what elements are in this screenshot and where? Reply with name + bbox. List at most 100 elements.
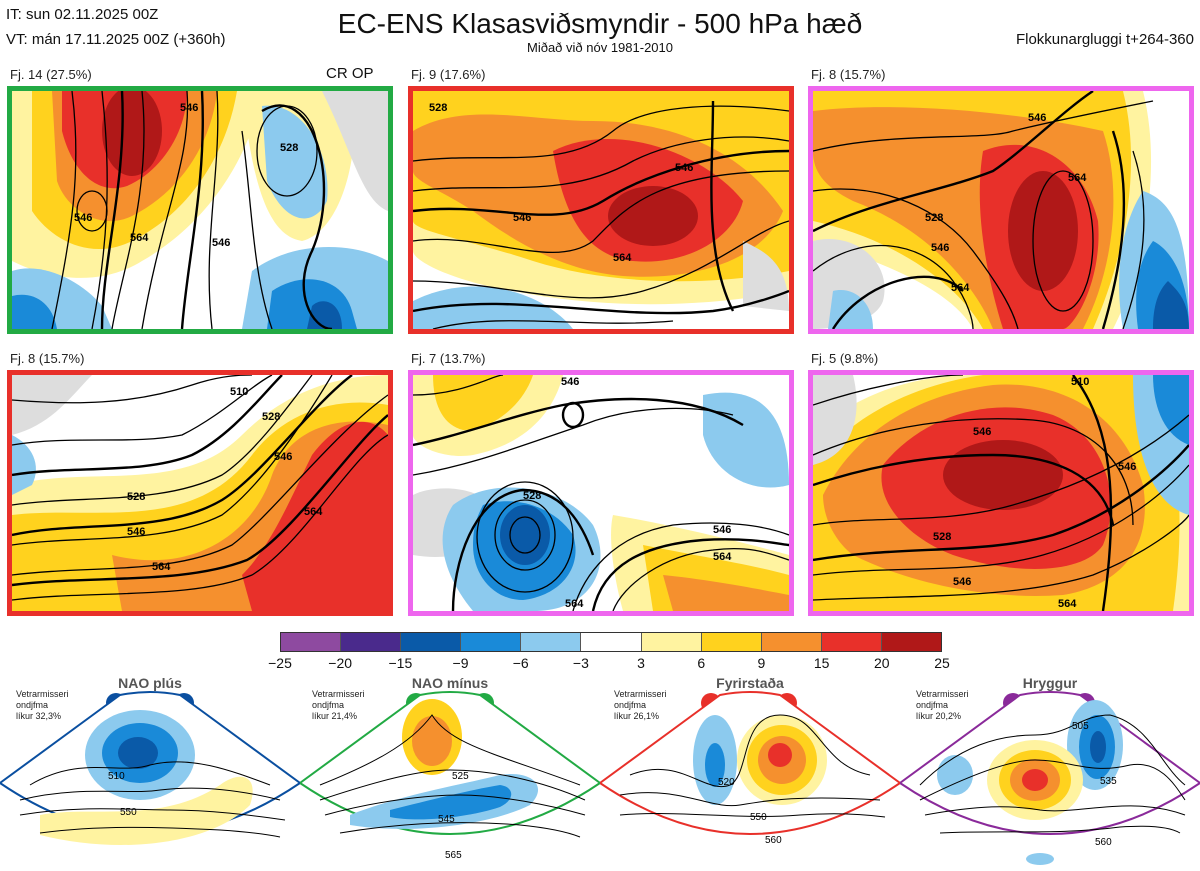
panel-4-label: Fj. 8 (15.7%) [10, 351, 85, 366]
colorbar-tick-label: −20 [328, 655, 353, 671]
regime-info: Vetrarmisseri ondjfma líkur 21,4% [312, 689, 365, 721]
cluster-map-panel-6: 510 546 546 528 546 564 [808, 370, 1194, 616]
contour-label: 546 [1028, 112, 1046, 124]
colorbar-swatch [341, 633, 402, 651]
contour-label: 546 [274, 451, 292, 463]
colorbar-tick-label: 9 [757, 655, 766, 671]
regime-info: Vetrarmisseri ondjfma líkur 20,2% [916, 689, 969, 721]
regime-ridge: Hryggur Vetrarmisseri ondjfma líkur 20,2% … [900, 675, 1200, 871]
regime-info: Vetrarmisseri ondjfma líkur 32,3% [16, 689, 69, 721]
regime-fan-map: 505 535 560 [900, 691, 1200, 865]
cluster-map-panel-2: 528 546 546 564 [408, 86, 794, 334]
contour-label: 564 [130, 232, 149, 244]
panel-3-label: Fj. 8 (15.7%) [811, 67, 886, 82]
classification-window: Flokkunargluggi t+264-360 [1015, 31, 1194, 48]
regime-name: NAO mínus [411, 675, 489, 691]
colorbar-tick-label: −6 [512, 655, 529, 671]
contour-label: 528 [925, 212, 943, 224]
cluster-map-panel-5: 546 528 546 564 564 [408, 370, 794, 616]
page-subtitle: Miðað við nóv 1981-2010 [527, 40, 673, 55]
contour-label: 510 [108, 771, 125, 782]
cluster-map-1: 546 564 546 546 528 [12, 91, 388, 329]
colorbar-tick-label: −3 [572, 655, 589, 671]
contour-label: 564 [152, 561, 171, 573]
contour-label: 564 [613, 252, 632, 264]
regime-name: Fyrirstaða [716, 675, 784, 691]
colorbar-tick-label: −15 [388, 655, 413, 671]
contour-label: 546 [513, 212, 531, 224]
colorbar-swatch [821, 633, 882, 651]
contour-label: 564 [1058, 598, 1077, 610]
contour-label: 528 [262, 411, 280, 423]
contour-label: 564 [304, 506, 323, 518]
colorbar-swatch [281, 633, 342, 651]
colorbar-swatch [761, 633, 822, 651]
contour-label: 545 [438, 814, 455, 825]
panel-2-label: Fj. 9 (17.6%) [411, 67, 486, 82]
colorbar-tick-label: 25 [934, 655, 950, 671]
panel-5-label: Fj. 7 (13.7%) [411, 351, 486, 366]
contour-label: 546 [180, 102, 198, 114]
contour-label: 546 [953, 576, 971, 588]
colorbar-swatch [401, 633, 462, 651]
colorbar-swatch [521, 633, 582, 651]
contour-label: 525 [452, 771, 469, 782]
colorbar-tick-label: 20 [874, 655, 890, 671]
contour-label: 564 [565, 598, 584, 610]
cluster-map-4: 510 528 546 528 546 564 564 [12, 375, 388, 611]
contour-label: 528 [429, 102, 447, 114]
contour-label: 546 [212, 237, 230, 249]
cluster-map-2: 528 546 546 564 [413, 91, 789, 329]
contour-label: 546 [561, 376, 579, 388]
contour-label: 564 [713, 551, 732, 563]
contour-label: 565 [445, 850, 462, 861]
contour-label: 546 [675, 162, 693, 174]
cluster-map-panel-3: 546 564 528 546 564 [808, 86, 1194, 334]
colorbar-tick-label: 3 [637, 655, 645, 671]
contour-label: 510 [1071, 376, 1089, 388]
contour-label: 560 [1095, 837, 1112, 848]
cluster-map-6: 510 546 546 528 546 564 [813, 375, 1189, 611]
initial-time: IT: sun 02.11.2025 00Z [6, 6, 159, 23]
contour-label: 528 [523, 490, 541, 502]
contour-label: 560 [765, 835, 782, 846]
contour-label: 564 [1068, 172, 1087, 184]
colorbar-tick-label: 6 [697, 655, 706, 671]
contour-label: 528 [280, 142, 298, 154]
regime-nao-minus: NAO mínus Vetrarmisseri ondjfma líkur 21,4… [300, 675, 600, 871]
contour-label: 528 [127, 491, 145, 503]
regime-name: NAO plús [118, 675, 182, 691]
contour-label: 505 [1072, 721, 1089, 732]
contour-label: 550 [120, 807, 137, 818]
regime-info: Vetrarmisseri ondjfma líkur 26,1% [614, 689, 667, 721]
regime-fan-map: 525 545 565 [300, 691, 600, 861]
contour-label: 520 [718, 777, 735, 788]
contour-label: 528 [933, 531, 951, 543]
contour-label: 546 [1118, 461, 1136, 473]
contour-label: 546 [931, 242, 949, 254]
contour-label: 535 [1100, 776, 1117, 787]
contour-label: 564 [951, 282, 970, 294]
panel-1-tag: CR OP [326, 65, 374, 82]
panel-6-label: Fj. 5 (9.8%) [811, 351, 879, 366]
regime-fan-map: 510 550 [0, 691, 300, 845]
contour-label: 546 [713, 524, 731, 536]
contour-label: 546 [973, 426, 991, 438]
colorbar-swatch [641, 633, 702, 651]
anomaly-colorbar [280, 632, 942, 652]
cluster-map-panel-1: 546 564 546 546 528 [7, 86, 393, 334]
contour-label: 510 [230, 386, 248, 398]
cluster-map-panel-4: 510 528 546 528 546 564 564 [7, 370, 393, 616]
colorbar-swatch [881, 633, 942, 651]
page-title: EC-ENS Klasasviðsmyndir - 500 hPa hæð [337, 8, 863, 39]
contour-label: 546 [74, 212, 92, 224]
regime-nao-plus: NAO plús Vetrarmisseri ondjfma líkur 32,3%… [0, 675, 300, 871]
colorbar-tick-label: 15 [813, 655, 830, 671]
valid-time: VT: mán 17.11.2025 00Z (+360h) [6, 31, 226, 48]
colorbar-tick-label: −9 [452, 655, 469, 671]
contour-label: 550 [750, 812, 767, 823]
colorbar-swatch [701, 633, 762, 651]
contour-label: 546 [127, 526, 145, 538]
regime-blocking: Fyrirstaða Vetrarmisseri ondjfma líkur 26,… [600, 675, 900, 871]
colorbar-swatch [461, 633, 522, 651]
